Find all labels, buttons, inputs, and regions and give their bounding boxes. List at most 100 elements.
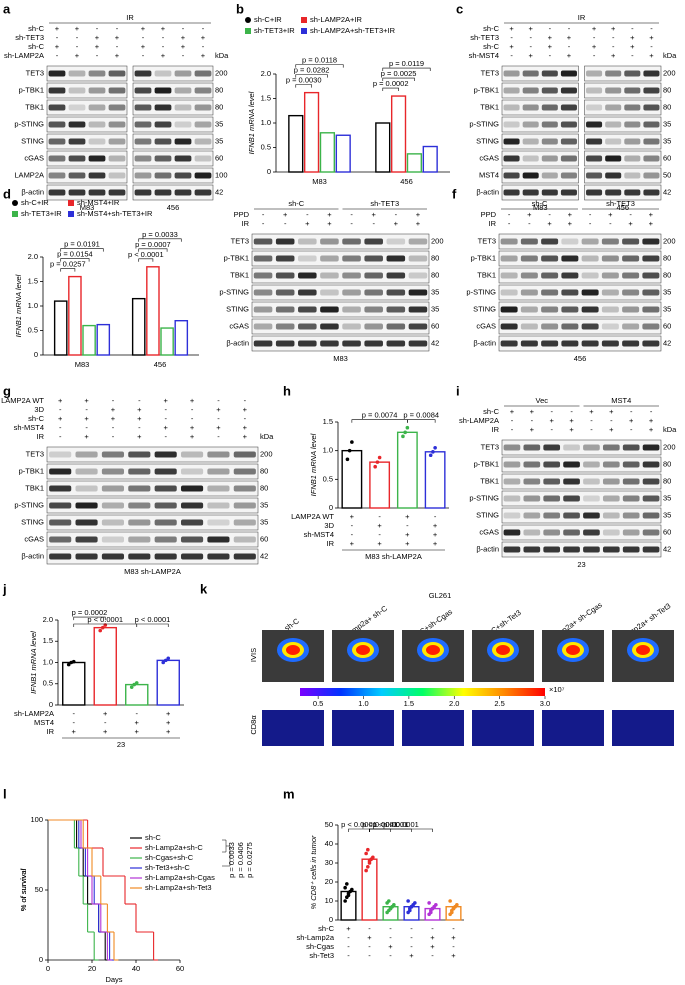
band — [154, 70, 172, 77]
protein-label: TET3 — [26, 68, 44, 77]
y-tick-label: 1.5 — [261, 93, 271, 102]
blot-frame — [132, 167, 214, 184]
band — [624, 87, 641, 94]
x-tick-label: M83 — [312, 177, 327, 186]
condition-symbol: + — [55, 42, 60, 51]
condition-symbol: - — [347, 942, 350, 951]
band — [154, 189, 172, 196]
band — [342, 323, 361, 330]
band — [563, 478, 580, 485]
data-point — [71, 659, 76, 664]
band — [180, 502, 204, 509]
condition-symbol: + — [283, 210, 288, 219]
band — [253, 340, 273, 347]
bar — [303, 91, 320, 173]
legend-label: sh-Lamp2a+sh-C — [145, 843, 203, 852]
bracket — [369, 828, 433, 832]
band — [581, 323, 599, 330]
data-point — [433, 446, 437, 450]
band — [48, 155, 66, 162]
data-point — [409, 904, 414, 909]
band — [622, 495, 640, 502]
band — [108, 104, 126, 111]
condition-symbol: - — [650, 24, 653, 33]
bracket — [60, 248, 104, 252]
bar — [341, 449, 363, 509]
band — [560, 121, 577, 128]
group-label: sh-C — [532, 199, 548, 208]
condition-symbol: + — [388, 942, 393, 951]
band — [581, 272, 599, 279]
condition-symbol: + — [243, 405, 248, 414]
group-label: IR — [126, 13, 134, 22]
band — [622, 444, 640, 451]
blot-frame — [584, 184, 662, 201]
band — [601, 340, 619, 347]
band — [586, 189, 603, 196]
condition-symbol: - — [350, 219, 353, 228]
condition-label: sh-LAMP2A — [4, 51, 44, 60]
band — [624, 104, 641, 111]
condition-label: IR — [492, 425, 500, 434]
bracket — [138, 248, 168, 252]
kda-value: 200 — [663, 442, 676, 451]
blot-frame — [501, 167, 579, 184]
condition-symbol: - — [350, 210, 353, 219]
y-tick-label: 0 — [39, 955, 43, 964]
band — [503, 155, 520, 162]
band — [48, 121, 66, 128]
condition-symbol: + — [181, 33, 186, 42]
condition-symbol: + — [630, 42, 635, 51]
condition-symbol: - — [629, 210, 632, 219]
band — [601, 238, 619, 245]
condition-symbol: + — [201, 33, 206, 42]
band — [541, 340, 559, 347]
condition-label: sh-C — [28, 42, 44, 51]
blot-frame — [251, 318, 430, 335]
condition-symbol: - — [138, 396, 141, 405]
condition-symbol: - — [650, 407, 653, 416]
condition-symbol: - — [612, 33, 615, 42]
band — [134, 155, 152, 162]
band — [101, 553, 125, 560]
band — [88, 104, 106, 111]
band — [134, 87, 152, 94]
band — [523, 444, 541, 451]
condition-symbol: + — [141, 42, 146, 51]
condition-symbol: + — [58, 396, 63, 405]
bar — [156, 659, 180, 706]
band — [561, 323, 579, 330]
band — [68, 87, 86, 94]
protein-label: TET3 — [481, 68, 499, 77]
band — [275, 340, 295, 347]
band — [364, 238, 383, 245]
blot-frame — [498, 233, 662, 250]
p-value: p < 0.0001 — [87, 615, 123, 624]
band — [561, 272, 579, 279]
band — [134, 172, 152, 179]
blot-frame — [132, 150, 214, 167]
condition-symbol: - — [351, 530, 354, 539]
data-point — [366, 865, 370, 869]
condition-symbol: - — [434, 512, 437, 521]
band — [642, 255, 660, 262]
blot-frame — [501, 65, 579, 82]
condition-symbol: - — [529, 42, 532, 51]
p-value: p = 0.0074 — [362, 411, 398, 420]
band — [500, 272, 518, 279]
condition-symbol: - — [85, 405, 88, 414]
blot-footer: M83 sh-LAMP2A — [124, 567, 181, 576]
band — [207, 468, 230, 475]
band — [68, 121, 86, 128]
blot-frame — [132, 184, 214, 201]
band — [49, 468, 72, 475]
condition-symbol: - — [262, 210, 265, 219]
kda-value: 42 — [663, 338, 671, 347]
band — [408, 323, 428, 330]
data-point — [408, 908, 412, 913]
condition-symbol: + — [75, 51, 80, 60]
bracket — [382, 87, 399, 92]
condition-label: IR — [489, 219, 497, 228]
condition-label: LAMP2A WT — [1, 396, 44, 405]
panel-letter: i — [456, 383, 460, 398]
